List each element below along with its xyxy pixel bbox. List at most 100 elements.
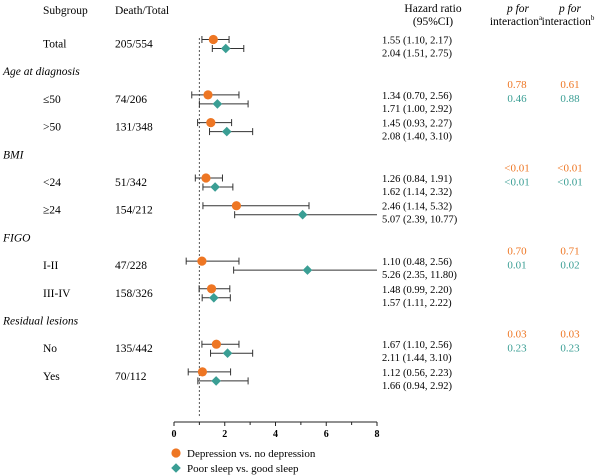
- p-interaction-b-header-line2: interactionb: [542, 14, 595, 28]
- group-row: BMI <0.01 <0.01 <0.01 <0.01: [3, 149, 583, 188]
- p-interaction-a-value: 0.03: [507, 329, 527, 341]
- hazard-ratio-ci-value: 1.67 (1.10, 2.56): [382, 340, 452, 351]
- p-interaction-b-value: 0.02: [560, 259, 579, 271]
- legend-label: Poor sleep vs. good sleep: [187, 463, 299, 475]
- legend-item: Depression vs. no depression: [171, 448, 316, 460]
- depression-point: [197, 256, 207, 266]
- table-row: Total 205/554 1.55 (1.10, 2.17) 2.04 (1.51,…: [43, 34, 452, 60]
- hazard-ratio-header: Hazard ratio: [404, 3, 461, 15]
- hazard-ratio-ci-value: 5.07 (2.39, 10.77): [382, 215, 458, 226]
- table-row: ≥24 154/212 2.46 (1.14, 5.32) 5.07 (2.39, 1…: [43, 201, 458, 226]
- group-label: Age at diagnosis: [2, 66, 80, 78]
- legend: Depression vs. no depression Poor sleep v…: [171, 448, 316, 475]
- p-interaction-a-value: 0.78: [507, 79, 527, 91]
- depression-point: [206, 284, 217, 294]
- hazard-ratio-ci-value: 2.08 (1.40, 3.10): [382, 132, 452, 143]
- death-total-value: 205/554: [115, 39, 153, 51]
- group-label: FIGO: [2, 232, 31, 244]
- p-interaction-b-value: <0.01: [557, 176, 582, 188]
- subgroup-label: ≤50: [43, 94, 61, 106]
- depression-point: [211, 339, 221, 349]
- sleep-point: [210, 182, 220, 192]
- p-interaction-a-value: 0.01: [507, 259, 526, 271]
- hazard-ratio-ci-value: 2.11 (1.44, 3.10): [382, 353, 452, 364]
- sleep-point: [220, 43, 231, 54]
- hazard-ratio-ci-value: 1.57 (1.11, 2.22): [382, 298, 452, 309]
- depression-point: [197, 367, 208, 377]
- group-label: Residual lesions: [2, 316, 79, 328]
- table-row: >50 131/348 1.45 (0.93, 2.27) 2.08 (1.40, 3…: [43, 118, 452, 143]
- death-total-value: 158/326: [115, 288, 153, 300]
- p-interaction-b-value: 0.03: [560, 329, 580, 341]
- hazard-ratio-ci-value: 1.71 (1.00, 2.92): [382, 104, 452, 115]
- depression-point: [206, 118, 216, 128]
- p-interaction-a-label: interaction: [490, 16, 539, 28]
- hazard-ratio-ci-value: 2.46 (1.14, 5.32): [382, 202, 452, 213]
- p-interaction-a-superscript: a: [539, 14, 543, 22]
- x-tick-label: 0: [172, 429, 177, 440]
- x-tick-label: 6: [324, 429, 329, 440]
- group-row: FIGO 0.70 0.01 0.71 0.02: [2, 232, 580, 271]
- table-row: I-II 47/228 1.10 (0.48, 2.56) 5.26 (2.35, 1…: [43, 256, 457, 281]
- death-total-value: 135/442: [115, 343, 153, 355]
- subgroup-label: Total: [43, 39, 66, 51]
- p-interaction-a-value: 0.46: [507, 93, 527, 105]
- sleep-point: [302, 265, 313, 275]
- x-tick-label: 4: [273, 429, 278, 440]
- table-row: ≤50 74/206 1.34 (0.70, 2.56) 1.71 (1.00, 2.…: [43, 90, 452, 115]
- subgroup-label: ≥24: [43, 205, 61, 217]
- death-total-value: 47/228: [115, 260, 147, 272]
- group-row: Residual lesions 0.03 0.23 0.03 0.23: [2, 316, 580, 355]
- table-row: <24 51/342 1.26 (0.84, 1.91) 1.62 (1.14, 2.…: [43, 173, 452, 198]
- p-interaction-b-value: 0.71: [560, 245, 579, 257]
- subgroup-label: No: [43, 343, 57, 355]
- hazard-ratio-ci-value: 2.04 (1.51, 2.75): [382, 49, 452, 60]
- hazard-ratio-ci-value: 1.66 (0.94, 2.92): [382, 381, 452, 392]
- p-interaction-b-value: 0.61: [560, 79, 579, 91]
- depression-point: [203, 90, 213, 100]
- hazard-ratio-ci-value: 1.55 (1.10, 2.17): [382, 36, 452, 47]
- subgroup-label: Yes: [43, 371, 60, 383]
- hazard-ratio-ci-value: 1.12 (0.56, 2.23): [382, 368, 452, 379]
- legend-item: Poor sleep vs. good sleep: [171, 463, 299, 475]
- subgroup-label: III-IV: [43, 288, 71, 300]
- p-interaction-b-header: p for: [558, 3, 582, 15]
- p-interaction-b-superscript: b: [591, 14, 595, 22]
- table-row: Yes 70/112 1.12 (0.56, 2.23) 1.66 (0.94, 2.…: [43, 367, 452, 392]
- sleep-point: [297, 209, 308, 220]
- death-total-header: Death/Total: [115, 5, 169, 17]
- hazard-ratio-ci-value: 1.34 (0.70, 2.56): [382, 91, 452, 102]
- p-interaction-b-value: <0.01: [557, 162, 582, 174]
- legend-diamond-icon: [171, 463, 181, 473]
- sleep-point: [209, 293, 219, 303]
- p-interaction-a-value: 0.70: [507, 245, 527, 257]
- legend-label: Depression vs. no depression: [187, 448, 316, 460]
- sleep-point: [221, 126, 232, 137]
- subgroup-label: I-II: [43, 260, 58, 272]
- hazard-ratio-ci-value: 1.26 (0.84, 1.91): [382, 174, 452, 185]
- table-row: III-IV 158/326 1.48 (0.99, 2.20) 1.57 (1.11…: [43, 284, 452, 309]
- hazard-ratio-ci-value: 1.45 (0.93, 2.27): [382, 119, 452, 130]
- p-interaction-a-header-line2: interactiona: [490, 14, 543, 28]
- x-tick-label: 2: [222, 429, 227, 440]
- death-total-value: 51/342: [115, 177, 147, 189]
- legend-circle-icon: [171, 448, 181, 458]
- death-total-value: 131/348: [115, 122, 153, 134]
- hazard-ratio-ci-header: (95%CI): [413, 16, 453, 28]
- subgroup-label: <24: [43, 177, 61, 189]
- forest-rows: Total 205/554 1.55 (1.10, 2.17) 2.04 (1.51,…: [2, 34, 583, 418]
- depression-point: [208, 34, 218, 45]
- x-axis: 0 2 4 6 8: [172, 421, 380, 440]
- sleep-point: [222, 348, 233, 358]
- death-total-value: 74/206: [115, 94, 147, 106]
- sleep-point: [211, 376, 221, 386]
- subgroup-header: Subgroup: [43, 5, 88, 17]
- group-label: BMI: [3, 149, 25, 161]
- hazard-ratio-ci-value: 5.26 (2.35, 11.80): [382, 270, 457, 281]
- depression-point: [231, 201, 242, 211]
- p-interaction-b-value: 0.88: [560, 93, 580, 105]
- sleep-point: [212, 99, 223, 109]
- table-header: Subgroup Death/Total Hazard ratio (95%CI…: [43, 3, 595, 28]
- hazard-ratio-ci-value: 1.10 (0.48, 2.56): [382, 257, 452, 268]
